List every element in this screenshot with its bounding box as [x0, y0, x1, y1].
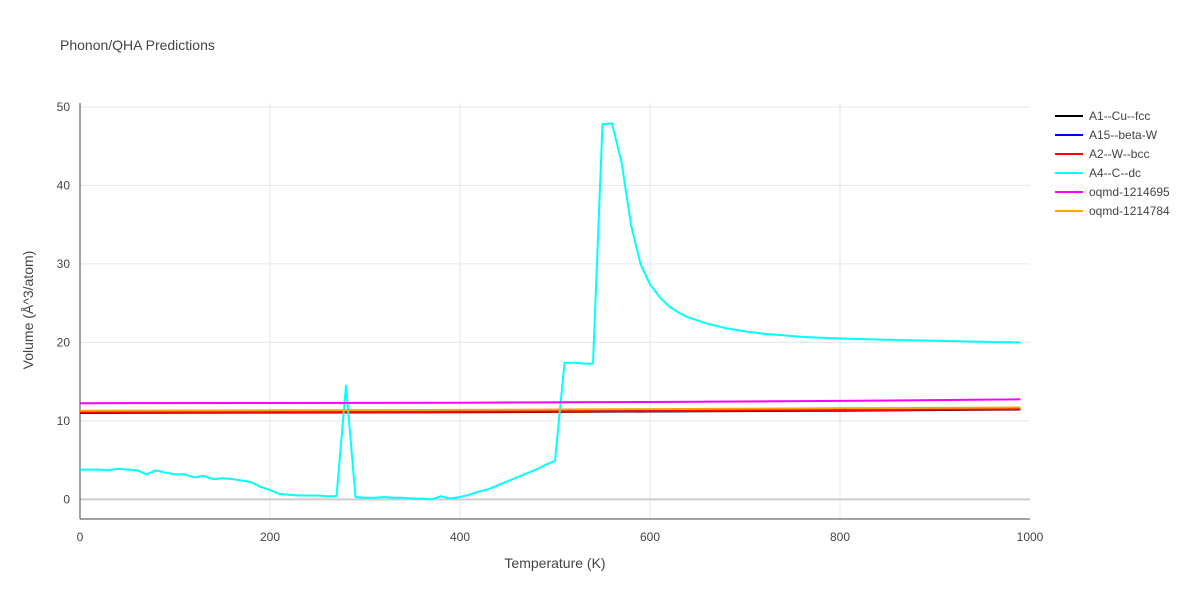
series-line-oqmd-1214695 [79, 398, 1021, 405]
grid [80, 103, 1030, 519]
x-axis-label: Temperature (K) [504, 555, 605, 571]
legend: A1--Cu--fcc A15--beta-W A2--W--bcc A4--C--d… [1055, 109, 1170, 218]
y-tick-label: 0 [63, 492, 70, 506]
x-tick-label: 800 [830, 530, 850, 544]
series-line-A2--W--bcc [79, 408, 1021, 414]
x-tick-labels: 0 200 400 600 800 1000 [77, 530, 1044, 544]
y-tick-label: 20 [57, 335, 71, 349]
legend-label: A1--Cu--fcc [1089, 109, 1150, 123]
legend-label: oqmd-1214695 [1089, 185, 1170, 199]
legend-label: A4--C--dc [1089, 166, 1141, 180]
x-tick-label: 400 [450, 530, 470, 544]
y-axis-label: Volume (Å^3/atom) [20, 251, 36, 370]
x-tick-label: 0 [77, 530, 84, 544]
series-group [79, 122, 1021, 501]
x-tick-label: 200 [260, 530, 280, 544]
legend-label: A2--W--bcc [1089, 147, 1149, 161]
legend-label: oqmd-1214784 [1089, 204, 1170, 218]
x-tick-label: 600 [640, 530, 660, 544]
y-tick-label: 40 [57, 178, 71, 192]
series-line-A4--C--dc [80, 122, 1021, 501]
y-tick-label: 50 [57, 100, 71, 114]
chart-title: Phonon/QHA Predictions [60, 37, 215, 53]
legend-label: A15--beta-W [1089, 128, 1158, 142]
y-tick-label: 30 [57, 257, 71, 271]
y-tick-label: 10 [57, 414, 71, 428]
x-tick-label: 1000 [1017, 530, 1044, 544]
series-line-oqmd-1214784 [79, 406, 1021, 412]
y-tick-labels: 0 10 20 30 40 50 [57, 100, 71, 506]
